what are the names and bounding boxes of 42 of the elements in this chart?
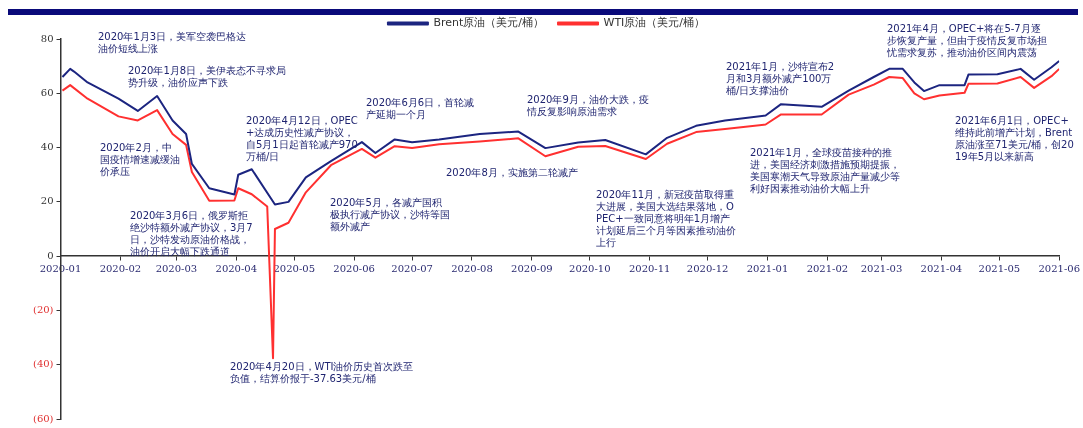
annotation: 2021年4月，OPEC+将在5-7月逐步恢复产量，但由于疫情反复市场担忧需求复苏，推动油价区间内震荡 — [886, 22, 1047, 58]
x-tick-label: 2020-12 — [686, 262, 729, 274]
annotation: 2020年1月3日，美军空袭巴格达油价短线上涨 — [98, 30, 247, 54]
annotation: 2020年4月20日，WTI油价历史首次跌至负值，结算价报于-37.63美元/桶 — [230, 360, 414, 384]
annotation: 2021年6月1日，OPEC+维持此前增产计划，Brent原油涨至71美元/桶，创2019年5月以来新高 — [955, 114, 1074, 162]
x-tick-label: 2020-07 — [391, 262, 433, 274]
legend-label: Brent原油（美元/桶） — [433, 16, 545, 30]
y-tick-label: (20) — [33, 304, 54, 316]
annotation: 2020年5月，各减产国积极执行减产协议，沙特等国额外减产 — [329, 196, 450, 232]
x-tick-label: 2021-04 — [920, 262, 963, 274]
x-tick-label: 2020-11 — [628, 262, 671, 274]
y-tick-label: 0 — [47, 249, 54, 261]
x-tick-label: 2020-02 — [99, 262, 142, 274]
y-tick-label: (60) — [33, 412, 54, 424]
annotation: 2020年9月，油价大跌，疫情反复影响原油需求 — [526, 93, 649, 117]
annotation: 2020年6月6日，首轮减产延期一个月 — [366, 96, 475, 120]
x-tick-label: 2021-05 — [978, 262, 1021, 274]
x-tick-label: 2021-01 — [746, 262, 789, 274]
x-tick-label: 2020-06 — [333, 262, 375, 274]
annotation: 2020年1月8日，美伊表态不寻求局势升级，油价应声下跌 — [128, 64, 287, 88]
x-tick-label: 2020-04 — [215, 262, 258, 274]
annotation: 2021年1月，全球疫苗接种的推进，美国经济刺激措施预期提振，美国寒潮天气导致原油产量减少等利好因素推动油价大幅上升 — [750, 146, 900, 194]
y-tick-label: 60 — [40, 86, 54, 98]
y-tick-label: 40 — [40, 141, 54, 153]
x-tick-label: 2021-03 — [860, 262, 903, 274]
annotation: 2020年11月，新冠疫苗取得重大进展，美国大选结果落地，OPEC+一致同意将明年1月增产计划延后三个月等因素推动油价上行 — [596, 188, 736, 248]
x-tick-label: 2020-08 — [451, 262, 493, 274]
x-tick-label: 2021-02 — [806, 262, 849, 274]
annotation: 2020年2月，中国疫情增速减缓油价承压 — [99, 141, 180, 177]
x-tick-label: 2020-05 — [273, 262, 316, 274]
x-tick-label: 2020-09 — [511, 262, 553, 274]
y-tick-label: (40) — [33, 358, 54, 370]
y-tick-label: 80 — [40, 32, 54, 44]
x-tick-label: 2020-10 — [569, 262, 611, 274]
x-tick-label: 2020-03 — [155, 262, 198, 274]
annotation: 2021年1月，沙特宣布2月和3月额外减产100万桶/日支撑油价 — [726, 60, 835, 96]
annotation: 2020年4月12日，OPEC+达成历史性减产协议，自5月1日起首轮减产970万桶/日 — [246, 114, 358, 162]
annotation: 2020年3月6日，俄罗斯拒绝沙特额外减产协议，3月7日，沙特发动原油价格战，油价开启大幅下跌通道 — [130, 209, 253, 257]
x-tick-label: 2021-06 — [1038, 262, 1080, 274]
y-tick-label: 20 — [40, 195, 54, 207]
annotation: 2020年8月，实施第二轮减产 — [446, 166, 578, 178]
legend-label: WTI原油（美元/桶） — [603, 16, 706, 30]
